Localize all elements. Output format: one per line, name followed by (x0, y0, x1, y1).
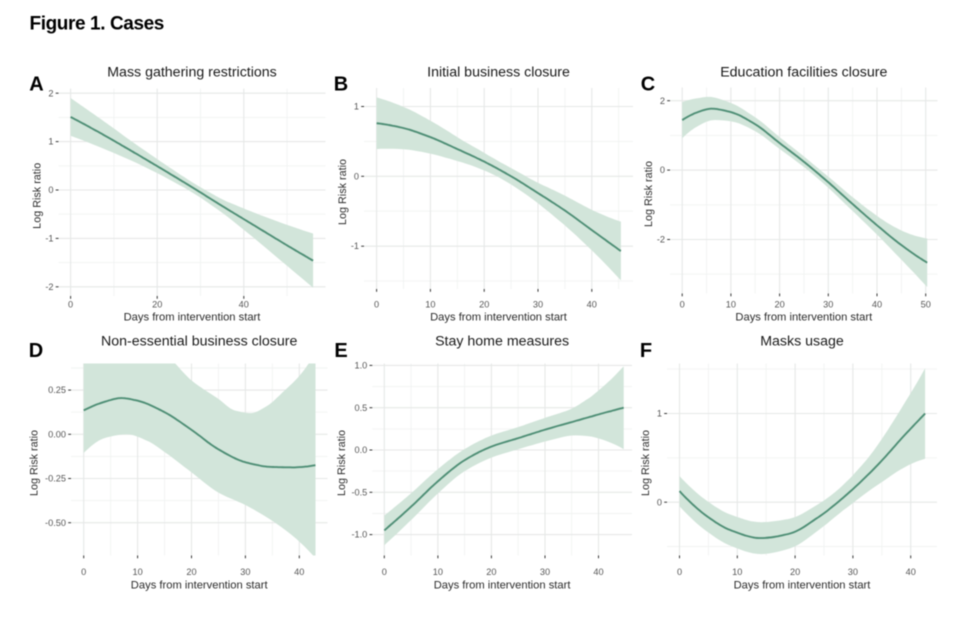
svg-text:0: 0 (48, 185, 53, 195)
svg-text:0: 0 (657, 497, 662, 507)
svg-text:30: 30 (848, 567, 858, 577)
svg-text:20: 20 (186, 567, 196, 577)
svg-text:Figure 1. Cases: Figure 1. Cases (30, 14, 164, 35)
svg-text:0: 0 (677, 567, 682, 577)
svg-text:-0.50: -0.50 (45, 518, 66, 528)
svg-text:Masks usage: Masks usage (760, 334, 844, 350)
svg-text:Non-essential business closure: Non-essential business closure (101, 334, 297, 350)
svg-text:20: 20 (790, 567, 800, 577)
svg-text:Stay home measures: Stay home measures (435, 334, 569, 350)
svg-text:-2: -2 (45, 282, 53, 292)
svg-text:10: 10 (433, 567, 443, 577)
svg-text:30: 30 (823, 300, 833, 310)
svg-text:20: 20 (479, 300, 489, 310)
svg-text:0: 0 (660, 165, 665, 175)
svg-text:-1: -1 (351, 241, 359, 251)
svg-text:0.5: 0.5 (355, 403, 368, 413)
svg-text:0: 0 (680, 300, 685, 310)
svg-text:40: 40 (906, 567, 916, 577)
svg-text:30: 30 (533, 300, 543, 310)
svg-text:Days from intervention start: Days from intervention start (430, 312, 568, 324)
svg-text:1.0: 1.0 (355, 361, 368, 371)
svg-text:Log Risk ratio: Log Risk ratio (32, 163, 44, 229)
svg-text:20: 20 (152, 300, 162, 310)
svg-text:40: 40 (294, 567, 304, 577)
svg-text:Mass gathering restrictions: Mass gathering restrictions (107, 65, 277, 81)
svg-text:0.0: 0.0 (355, 445, 368, 455)
svg-text:-1.0: -1.0 (351, 530, 367, 540)
svg-text:10: 10 (132, 567, 142, 577)
svg-text:10: 10 (732, 567, 742, 577)
svg-text:1: 1 (657, 409, 662, 419)
svg-text:10: 10 (425, 300, 435, 310)
svg-text:-0.5: -0.5 (351, 487, 367, 497)
svg-text:30: 30 (540, 567, 550, 577)
svg-text:2: 2 (48, 88, 53, 98)
svg-text:0: 0 (354, 171, 359, 181)
svg-text:Days from intervention start: Days from intervention start (734, 580, 872, 592)
svg-text:Days from intervention start: Days from intervention start (124, 312, 262, 324)
svg-text:Initial business closure: Initial business closure (427, 65, 570, 81)
svg-text:40: 40 (593, 567, 603, 577)
svg-text:0: 0 (382, 567, 387, 577)
svg-text:0: 0 (374, 300, 379, 310)
svg-text:Log Risk ratio: Log Risk ratio (336, 430, 348, 496)
svg-text:0: 0 (68, 300, 73, 310)
svg-text:0.25: 0.25 (48, 385, 66, 395)
svg-text:C: C (641, 74, 655, 96)
svg-text:20: 20 (486, 567, 496, 577)
svg-text:Log Risk ratio: Log Risk ratio (29, 430, 41, 496)
svg-text:40: 40 (872, 300, 882, 310)
svg-text:Education facilities closure: Education facilities closure (720, 65, 887, 81)
svg-text:40: 40 (587, 300, 597, 310)
svg-text:-0.25: -0.25 (45, 474, 66, 484)
svg-text:Log Risk ratio: Log Risk ratio (337, 159, 349, 225)
svg-text:Log Risk ratio: Log Risk ratio (643, 161, 655, 227)
svg-text:40: 40 (239, 300, 249, 310)
svg-text:30: 30 (240, 567, 250, 577)
svg-text:20: 20 (774, 300, 784, 310)
svg-text:0.00: 0.00 (48, 429, 66, 439)
svg-text:Log Risk ratio: Log Risk ratio (640, 430, 652, 496)
svg-text:0: 0 (81, 567, 86, 577)
svg-text:B: B (334, 74, 348, 96)
svg-text:Days from intervention start: Days from intervention start (131, 580, 269, 592)
svg-text:1: 1 (48, 137, 53, 147)
svg-text:Days from intervention start: Days from intervention start (434, 580, 572, 592)
svg-text:D: D (29, 340, 43, 362)
svg-text:A: A (29, 74, 43, 96)
svg-text:-1: -1 (45, 234, 53, 244)
svg-text:2: 2 (660, 96, 665, 106)
svg-text:F: F (640, 340, 652, 362)
svg-text:1: 1 (354, 102, 359, 112)
svg-text:10: 10 (726, 300, 736, 310)
svg-text:-2: -2 (657, 235, 665, 245)
svg-text:50: 50 (921, 300, 931, 310)
svg-text:E: E (334, 340, 347, 362)
svg-text:Days from intervention start: Days from intervention start (735, 312, 873, 324)
